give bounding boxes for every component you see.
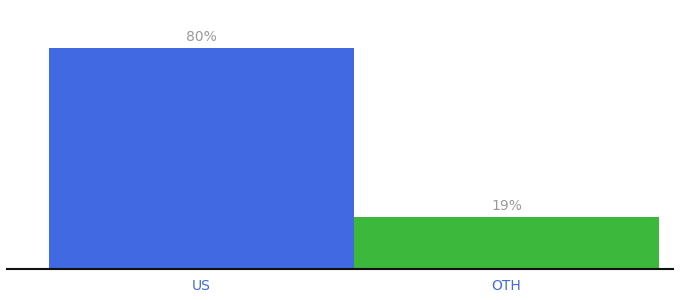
Bar xyxy=(48,48,354,269)
Text: 80%: 80% xyxy=(186,30,217,44)
Text: 19%: 19% xyxy=(491,199,522,213)
Bar xyxy=(354,217,659,269)
